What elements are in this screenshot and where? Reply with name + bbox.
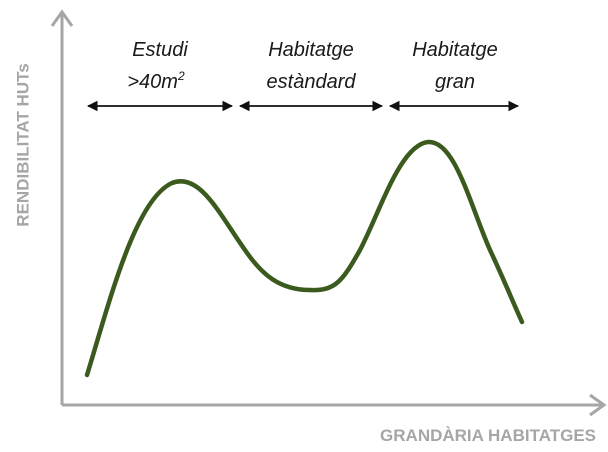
curve [84,139,525,378]
y-axis-arrow [50,9,74,27]
region-label: gran [435,71,475,93]
y-axis-label: RENDIBILITAT HUTs [13,63,32,226]
region-label-line: >40m [127,71,178,93]
region-label: Habitatge [268,39,354,61]
x-axis-label: GRANDÀRIA HABITATGES [380,426,596,445]
region-label: estàndard [267,71,357,93]
region-label: >40m2 [127,69,185,93]
region-label: Habitatge [412,39,498,61]
region-label: Estudi [132,39,188,61]
x-axis-arrow [589,393,607,417]
superscript: 2 [177,69,185,83]
